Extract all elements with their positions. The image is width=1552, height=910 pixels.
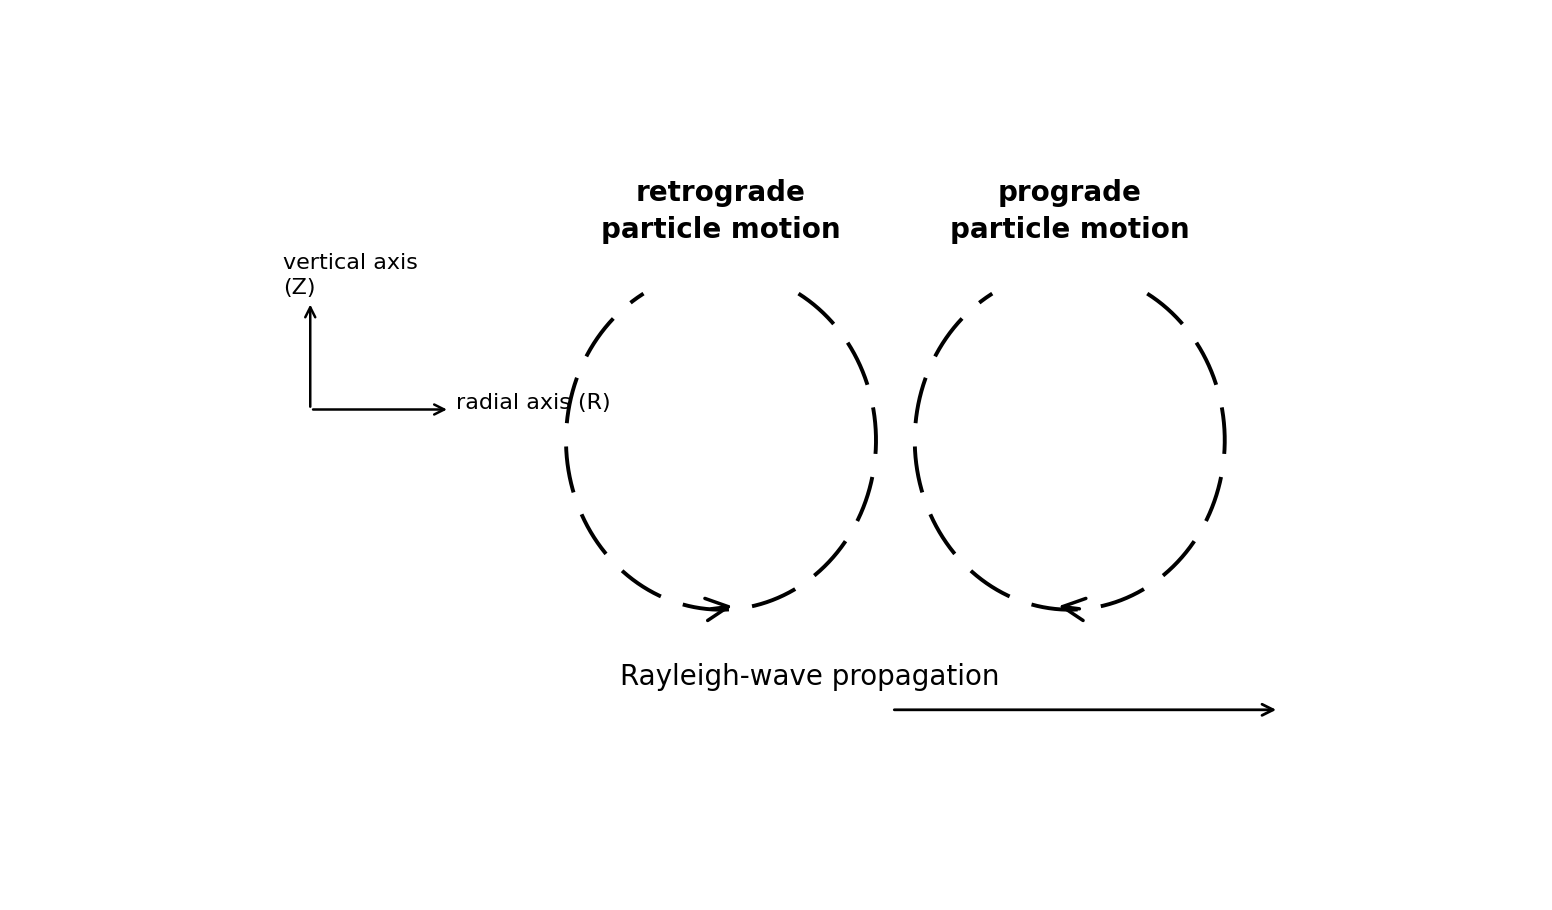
Text: radial axis (R): radial axis (R) <box>456 393 610 413</box>
Text: vertical axis
(Z): vertical axis (Z) <box>282 253 417 298</box>
Text: retrograde
particle motion: retrograde particle motion <box>601 179 841 244</box>
Text: prograde
particle motion: prograde particle motion <box>950 179 1189 244</box>
Text: Rayleigh-wave propagation: Rayleigh-wave propagation <box>621 662 999 691</box>
